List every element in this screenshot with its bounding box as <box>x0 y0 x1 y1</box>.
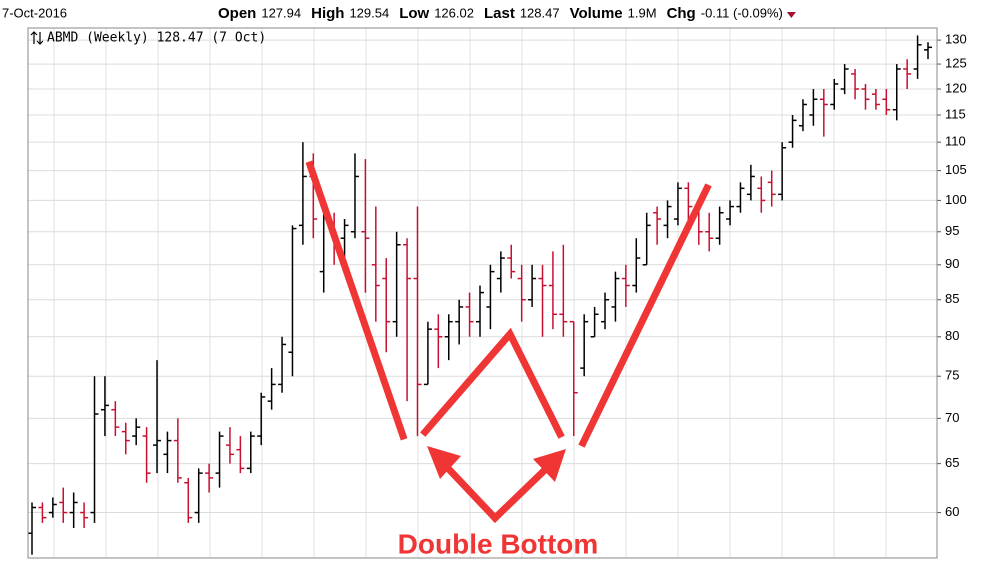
y-tick-label: 85 <box>945 291 959 306</box>
arrow-head-left <box>427 446 461 479</box>
quote-label: High <box>311 5 344 22</box>
quote-value: 1.9M <box>628 5 657 20</box>
y-tick-label: 115 <box>945 106 966 121</box>
header-date: 7-Oct-2016 <box>2 5 67 20</box>
grid-layer: 60 65 70 75 80 85 90 95 100 105 110 115 120 125 130 <box>28 32 967 519</box>
quote-value: 129.54 <box>349 5 389 20</box>
plot-frame <box>27 27 938 559</box>
quote-label: Open <box>218 5 256 22</box>
y-tick-label: 75 <box>945 368 959 383</box>
quote-value: -0.11 (-0.09%) <box>701 5 783 20</box>
arrow-head-right <box>533 449 566 482</box>
pattern-annotation <box>305 160 712 523</box>
y-tick-label: 80 <box>945 328 959 343</box>
bars-layer <box>28 35 932 555</box>
y-tick-label: 105 <box>945 162 967 177</box>
quote-label: Chg <box>667 5 696 22</box>
y-tick-label: 70 <box>945 410 959 425</box>
y-tick-label: 100 <box>945 192 967 207</box>
annotation-text: Double Bottom <box>398 528 599 559</box>
y-tick-label: 130 <box>945 32 967 47</box>
quote-label: Volume <box>570 5 623 22</box>
y-tick-label: 65 <box>945 455 959 470</box>
change-arrow <box>786 12 796 18</box>
quote-row: Open 127.94 High 129.54 Low 126.02 Last 128.47 V… <box>218 5 783 22</box>
y-tick-label: 90 <box>945 256 959 271</box>
quote-value: 127.94 <box>261 5 301 20</box>
quote-value: 126.02 <box>434 5 474 20</box>
sort-icon <box>30 31 44 45</box>
quote-label: Low <box>399 5 429 22</box>
y-tick-label: 110 <box>945 134 966 149</box>
chart-title: ABMD (Weekly) 128.47 (7 Oct) <box>47 31 266 46</box>
y-tick-label: 125 <box>945 56 967 71</box>
y-tick-label: 120 <box>945 80 967 95</box>
y-tick-label: 95 <box>945 223 959 238</box>
quote-label: Last <box>484 5 515 22</box>
quote-value: 128.47 <box>520 5 560 20</box>
y-tick-label: 60 <box>945 504 959 519</box>
